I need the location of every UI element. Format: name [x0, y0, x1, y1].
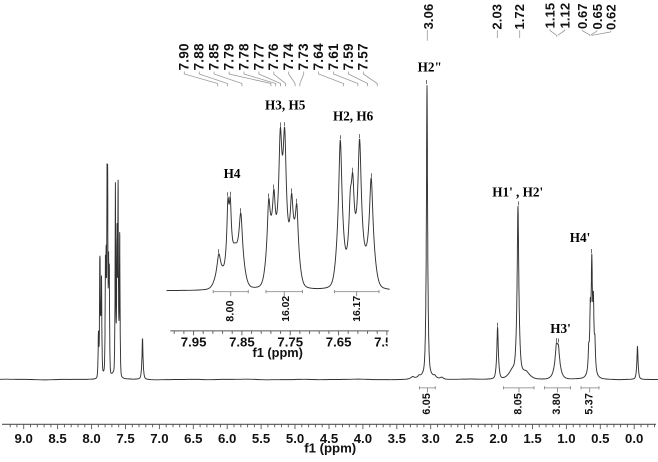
- svg-text:7.0: 7.0: [150, 431, 168, 446]
- svg-text:6.05: 6.05: [421, 393, 433, 415]
- svg-text:4.0: 4.0: [354, 431, 372, 446]
- svg-text:2.0: 2.0: [489, 431, 507, 446]
- svg-text:1.12: 1.12: [557, 3, 572, 29]
- svg-text:0.62: 0.62: [603, 4, 618, 30]
- svg-text:6.5: 6.5: [184, 431, 202, 446]
- svg-text:7.59: 7.59: [341, 43, 356, 70]
- svg-text:8.0: 8.0: [82, 431, 100, 446]
- svg-text:2.03: 2.03: [490, 4, 505, 30]
- svg-text:1.0: 1.0: [557, 431, 575, 446]
- svg-text:7.79: 7.79: [222, 43, 237, 70]
- svg-text:7.75: 7.75: [277, 335, 303, 350]
- svg-text:5.5: 5.5: [252, 431, 270, 446]
- svg-text:7.65: 7.65: [326, 335, 352, 350]
- svg-text:7.5: 7.5: [116, 431, 134, 446]
- svg-text:7.77: 7.77: [251, 43, 266, 70]
- svg-text:H3': H3': [550, 321, 571, 336]
- svg-text:7.88: 7.88: [192, 43, 207, 70]
- svg-text:7.64: 7.64: [311, 43, 326, 70]
- svg-text:7.85: 7.85: [207, 43, 222, 70]
- svg-text:8.00: 8.00: [224, 300, 236, 322]
- svg-text:H2, H6: H2, H6: [333, 109, 374, 124]
- svg-text:7.61: 7.61: [326, 43, 341, 70]
- svg-text:H2": H2": [418, 59, 442, 74]
- svg-text:7.76: 7.76: [266, 43, 281, 70]
- svg-text:7.85: 7.85: [229, 335, 255, 350]
- svg-text:0.65: 0.65: [590, 4, 605, 30]
- svg-text:3.06: 3.06: [421, 4, 436, 30]
- svg-text:2.5: 2.5: [455, 431, 473, 446]
- svg-text:7.57: 7.57: [356, 43, 371, 70]
- svg-text:0.5: 0.5: [591, 431, 609, 446]
- svg-text:8.5: 8.5: [48, 431, 66, 446]
- svg-text:1.72: 1.72: [512, 4, 527, 30]
- svg-text:0.67: 0.67: [575, 3, 590, 29]
- svg-text:H4: H4: [224, 166, 241, 181]
- svg-text:8.05: 8.05: [513, 393, 525, 415]
- svg-text:H4': H4': [570, 230, 591, 245]
- svg-text:0.0: 0.0: [625, 431, 643, 446]
- svg-text:7.78: 7.78: [236, 43, 251, 70]
- svg-text:7.55: 7.55: [374, 335, 400, 350]
- svg-text:3.5: 3.5: [388, 431, 406, 446]
- svg-text:f1 (ppm): f1 (ppm): [252, 345, 302, 360]
- svg-text:7.74: 7.74: [281, 43, 296, 70]
- svg-text:3.0: 3.0: [422, 431, 440, 446]
- svg-text:7.73: 7.73: [296, 43, 311, 70]
- svg-text:5.37: 5.37: [583, 393, 595, 415]
- svg-text:f1 (ppm): f1 (ppm): [304, 440, 356, 455]
- svg-text:7.95: 7.95: [181, 335, 207, 350]
- svg-text:H3, H5: H3, H5: [265, 97, 306, 112]
- svg-text:1.15: 1.15: [542, 3, 557, 29]
- svg-text:9.0: 9.0: [15, 431, 33, 446]
- svg-text:6.0: 6.0: [218, 431, 236, 446]
- svg-text:1.5: 1.5: [523, 431, 541, 446]
- svg-text:16.02: 16.02: [281, 296, 292, 322]
- svg-text:5.0: 5.0: [286, 431, 304, 446]
- svg-text:3.80: 3.80: [551, 393, 563, 415]
- svg-text:4.5: 4.5: [320, 431, 338, 446]
- svg-text:H1' , H2': H1' , H2': [492, 184, 543, 199]
- svg-text:16.17: 16.17: [352, 296, 363, 322]
- svg-text:7.90: 7.90: [177, 43, 192, 70]
